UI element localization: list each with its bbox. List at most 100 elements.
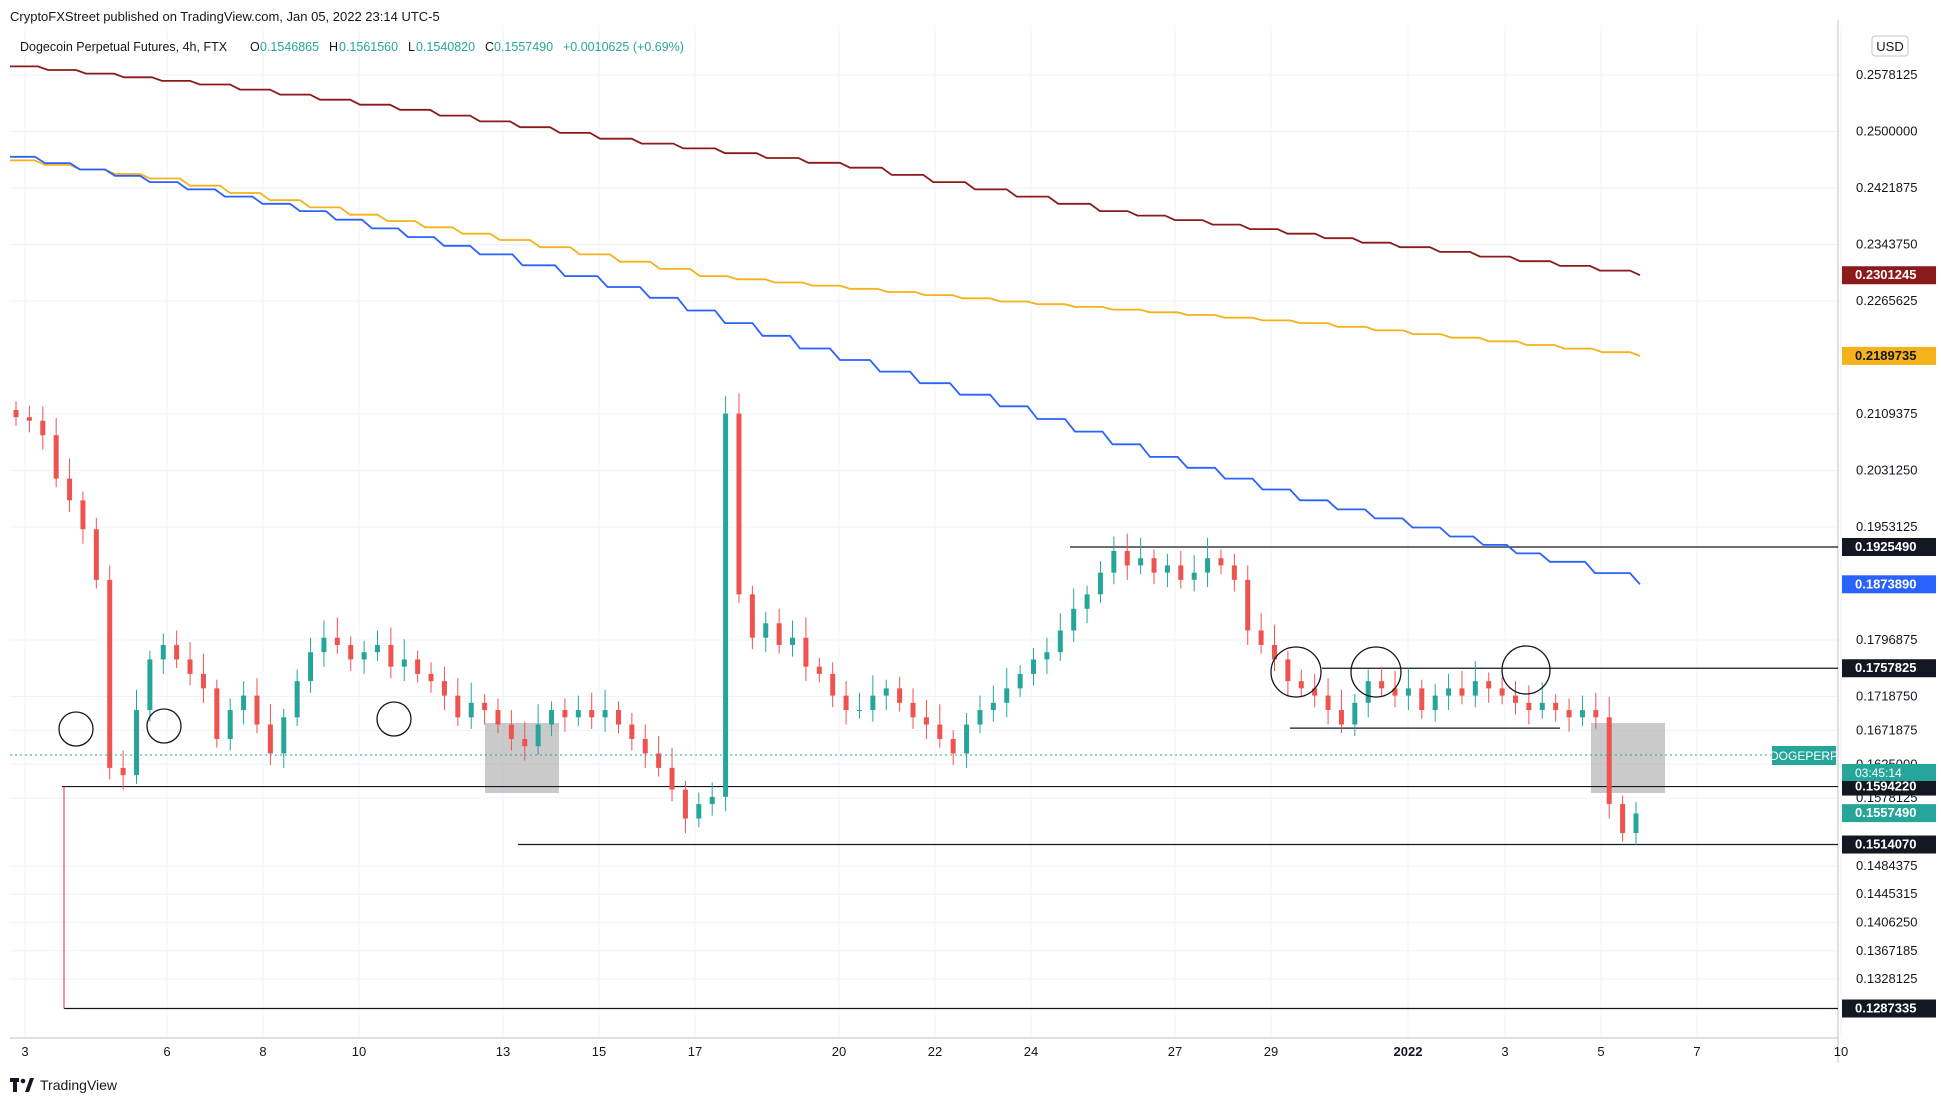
candle-body bbox=[1218, 558, 1224, 566]
legend-change: +0.0010625 (+0.69%) bbox=[563, 40, 684, 54]
price-tick-label: 0.1671875 bbox=[1856, 722, 1917, 737]
legend-low-label: L bbox=[408, 40, 415, 54]
price-tick-label: 0.1406250 bbox=[1856, 915, 1917, 930]
candle-body bbox=[1258, 630, 1264, 645]
time-tick-label: 5 bbox=[1597, 1044, 1604, 1059]
support-resistance-levels bbox=[62, 546, 1838, 1010]
candle-body bbox=[1084, 594, 1090, 609]
candle-body bbox=[549, 710, 555, 725]
candle-body bbox=[107, 579, 113, 768]
price-tick-label: 0.2343750 bbox=[1856, 237, 1917, 252]
candle-body bbox=[950, 738, 956, 754]
candle-body bbox=[1419, 688, 1425, 711]
time-tick-label: 17 bbox=[688, 1044, 702, 1059]
candle-body bbox=[1191, 572, 1197, 580]
moving-average-line bbox=[10, 65, 1641, 277]
candle-body bbox=[1633, 813, 1639, 834]
candle-body bbox=[348, 644, 354, 660]
candle-body bbox=[883, 688, 889, 696]
candle-body bbox=[174, 644, 180, 660]
time-tick-label: 27 bbox=[1168, 1044, 1182, 1059]
price-label-value: 0.1757825 bbox=[1855, 660, 1916, 675]
moving-average-line bbox=[10, 155, 1641, 585]
price-label-box bbox=[1842, 346, 1936, 365]
time-axis[interactable]: 3 6 8 10 13 15 17 20 22 24 27 29 2022 3 5 7 10 bbox=[21, 1044, 1848, 1059]
candle-body bbox=[455, 695, 461, 718]
candle-body bbox=[629, 724, 635, 739]
candle-body bbox=[1017, 673, 1023, 689]
candle-body bbox=[227, 710, 233, 739]
candle-body bbox=[1499, 688, 1505, 696]
candle-body bbox=[1031, 659, 1037, 674]
price-label-box bbox=[1842, 575, 1936, 594]
candle-body bbox=[910, 702, 916, 718]
time-tick-label: 13 bbox=[496, 1044, 510, 1059]
tradingview-logo-icon bbox=[10, 1078, 34, 1092]
candle-body bbox=[589, 710, 595, 718]
legend-low-value: 0.1540820 bbox=[416, 40, 475, 54]
candle-body bbox=[1231, 565, 1237, 580]
candle-body bbox=[200, 673, 206, 689]
candle-body bbox=[1539, 702, 1545, 711]
annotation-circle bbox=[1350, 646, 1402, 698]
candle-body bbox=[964, 724, 970, 754]
time-tick-label: 10 bbox=[1834, 1044, 1848, 1059]
candle-body bbox=[93, 529, 99, 580]
candle-body bbox=[977, 710, 983, 725]
candle-body bbox=[468, 702, 474, 718]
time-tick-label: 22 bbox=[928, 1044, 942, 1059]
time-tick-label: 20 bbox=[832, 1044, 846, 1059]
price-tick-label: 0.1484375 bbox=[1856, 858, 1917, 873]
candle-body bbox=[1057, 630, 1063, 653]
candle-body bbox=[1392, 688, 1398, 696]
price-tick-label: 0.2421875 bbox=[1856, 180, 1917, 195]
candle-body bbox=[803, 637, 809, 667]
price-tick-label: 0.1718750 bbox=[1856, 689, 1917, 704]
candle-body bbox=[147, 659, 153, 711]
price-label-value: 0.1287335 bbox=[1855, 1000, 1916, 1015]
candle-body bbox=[830, 673, 836, 696]
candle-body bbox=[1365, 681, 1371, 703]
candle-body bbox=[361, 652, 367, 660]
candle-body bbox=[1606, 717, 1612, 805]
currency-box[interactable] bbox=[1871, 35, 1909, 57]
price-label-box bbox=[1842, 804, 1936, 823]
candle-body bbox=[67, 478, 73, 501]
candle-body bbox=[482, 702, 488, 711]
candle-body bbox=[1312, 688, 1318, 696]
price-label-value: 0.2189735 bbox=[1855, 348, 1916, 363]
candle-body bbox=[897, 688, 903, 703]
candle-body bbox=[1245, 579, 1251, 631]
candle-body bbox=[26, 417, 32, 421]
moving-averages bbox=[10, 65, 1641, 585]
candle-body bbox=[401, 659, 407, 667]
time-tick-label: 3 bbox=[1501, 1044, 1508, 1059]
candle-body bbox=[1138, 558, 1144, 566]
candle-body bbox=[1620, 804, 1626, 834]
candle-body bbox=[1486, 681, 1492, 689]
price-label-value: 0.2301245 bbox=[1855, 267, 1916, 282]
price-tick-label: 0.1796875 bbox=[1856, 632, 1917, 647]
candle-body bbox=[428, 673, 434, 682]
candle-body bbox=[1298, 681, 1304, 689]
candle-body bbox=[602, 710, 608, 718]
candle-body bbox=[1593, 710, 1599, 718]
time-tick-label: 7 bbox=[1693, 1044, 1700, 1059]
candle-body bbox=[294, 681, 300, 718]
chart-legend: Dogecoin Perpetual Futures, 4h, FTX O 0.… bbox=[20, 40, 684, 54]
symbol-tag bbox=[1772, 746, 1836, 765]
candle-body bbox=[40, 420, 46, 436]
candle-body bbox=[80, 500, 86, 530]
price-label-value: 0.1557490 bbox=[1855, 805, 1916, 820]
candle-body bbox=[1338, 710, 1344, 725]
candle-body bbox=[642, 738, 648, 754]
candle-body bbox=[535, 724, 541, 747]
candle-body bbox=[1405, 688, 1411, 696]
price-tick-label: 0.1953125 bbox=[1856, 519, 1917, 534]
annotation-circle bbox=[58, 711, 94, 747]
candle-body bbox=[1151, 558, 1157, 573]
candle-body bbox=[133, 710, 139, 776]
annotation-circle bbox=[1270, 646, 1322, 698]
price-label-value: 0.1594220 bbox=[1855, 779, 1916, 794]
